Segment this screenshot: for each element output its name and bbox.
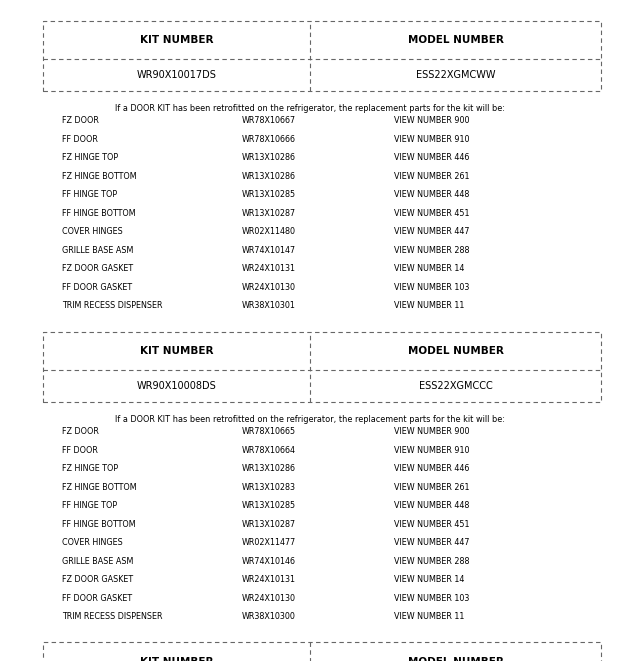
Text: WR24X10131: WR24X10131 — [242, 575, 296, 584]
Text: MODEL NUMBER: MODEL NUMBER — [408, 35, 503, 46]
Text: VIEW NUMBER 261: VIEW NUMBER 261 — [394, 172, 469, 181]
Text: WR38X10301: WR38X10301 — [242, 301, 296, 311]
Bar — [43, 332, 601, 402]
Text: TRIM RECESS DISPENSER: TRIM RECESS DISPENSER — [62, 301, 162, 311]
Text: WR74X10147: WR74X10147 — [242, 246, 296, 255]
Text: GRILLE BASE ASM: GRILLE BASE ASM — [62, 557, 133, 566]
Text: ESS22XGMCCC: ESS22XGMCCC — [419, 381, 492, 391]
Text: TRIM RECESS DISPENSER: TRIM RECESS DISPENSER — [62, 612, 162, 621]
Text: WR78X10667: WR78X10667 — [242, 116, 296, 126]
Text: VIEW NUMBER 448: VIEW NUMBER 448 — [394, 190, 469, 200]
Text: FF DOOR: FF DOOR — [62, 446, 98, 455]
Text: VIEW NUMBER 910: VIEW NUMBER 910 — [394, 135, 469, 144]
Text: WR78X10665: WR78X10665 — [242, 427, 296, 436]
Text: VIEW NUMBER 288: VIEW NUMBER 288 — [394, 246, 469, 255]
Text: VIEW NUMBER 14: VIEW NUMBER 14 — [394, 264, 464, 274]
Text: FZ HINGE BOTTOM: FZ HINGE BOTTOM — [62, 172, 136, 181]
Text: FF HINGE BOTTOM: FF HINGE BOTTOM — [62, 520, 136, 529]
Text: WR90X10017DS: WR90X10017DS — [137, 70, 216, 81]
Text: VIEW NUMBER 103: VIEW NUMBER 103 — [394, 594, 469, 603]
Bar — [43, 21, 601, 91]
Text: VIEW NUMBER 900: VIEW NUMBER 900 — [394, 116, 469, 126]
Text: COVER HINGES: COVER HINGES — [62, 227, 123, 237]
Text: WR13X10286: WR13X10286 — [242, 172, 296, 181]
Text: WR90X10008DS: WR90X10008DS — [137, 381, 216, 391]
Text: WR13X10287: WR13X10287 — [242, 209, 296, 218]
Text: FZ HINGE TOP: FZ HINGE TOP — [62, 464, 118, 473]
Text: WR02X11477: WR02X11477 — [242, 538, 296, 547]
Text: VIEW NUMBER 288: VIEW NUMBER 288 — [394, 557, 469, 566]
Text: MODEL NUMBER: MODEL NUMBER — [408, 346, 503, 356]
Text: KIT NUMBER: KIT NUMBER — [140, 35, 213, 46]
Text: FZ DOOR: FZ DOOR — [62, 427, 99, 436]
Bar — [43, 642, 601, 661]
Text: FZ DOOR GASKET: FZ DOOR GASKET — [62, 575, 133, 584]
Text: VIEW NUMBER 261: VIEW NUMBER 261 — [394, 483, 469, 492]
Text: VIEW NUMBER 446: VIEW NUMBER 446 — [394, 153, 469, 163]
Text: VIEW NUMBER 910: VIEW NUMBER 910 — [394, 446, 469, 455]
Text: FZ HINGE BOTTOM: FZ HINGE BOTTOM — [62, 483, 136, 492]
Text: WR13X10285: WR13X10285 — [242, 501, 296, 510]
Text: FZ DOOR: FZ DOOR — [62, 116, 99, 126]
Text: WR13X10283: WR13X10283 — [242, 483, 296, 492]
Text: WR24X10130: WR24X10130 — [242, 283, 296, 292]
Text: VIEW NUMBER 451: VIEW NUMBER 451 — [394, 520, 469, 529]
Text: FF DOOR GASKET: FF DOOR GASKET — [62, 283, 132, 292]
Text: VIEW NUMBER 448: VIEW NUMBER 448 — [394, 501, 469, 510]
Text: VIEW NUMBER 103: VIEW NUMBER 103 — [394, 283, 469, 292]
Text: KIT NUMBER: KIT NUMBER — [140, 346, 213, 356]
Text: WR74X10146: WR74X10146 — [242, 557, 296, 566]
Text: WR13X10287: WR13X10287 — [242, 520, 296, 529]
Text: GRILLE BASE ASM: GRILLE BASE ASM — [62, 246, 133, 255]
Text: FF HINGE BOTTOM: FF HINGE BOTTOM — [62, 209, 136, 218]
Text: FF DOOR: FF DOOR — [62, 135, 98, 144]
Text: WR24X10131: WR24X10131 — [242, 264, 296, 274]
Text: WR13X10285: WR13X10285 — [242, 190, 296, 200]
Text: WR24X10130: WR24X10130 — [242, 594, 296, 603]
Text: MODEL NUMBER: MODEL NUMBER — [408, 656, 503, 661]
Text: WR13X10286: WR13X10286 — [242, 153, 296, 163]
Text: FZ DOOR GASKET: FZ DOOR GASKET — [62, 264, 133, 274]
Text: VIEW NUMBER 451: VIEW NUMBER 451 — [394, 209, 469, 218]
Text: WR78X10664: WR78X10664 — [242, 446, 296, 455]
Text: VIEW NUMBER 447: VIEW NUMBER 447 — [394, 227, 469, 237]
Text: VIEW NUMBER 11: VIEW NUMBER 11 — [394, 612, 464, 621]
Text: WR38X10300: WR38X10300 — [242, 612, 296, 621]
Text: WR13X10286: WR13X10286 — [242, 464, 296, 473]
Text: WR78X10666: WR78X10666 — [242, 135, 296, 144]
Text: FF HINGE TOP: FF HINGE TOP — [62, 190, 117, 200]
Text: VIEW NUMBER 447: VIEW NUMBER 447 — [394, 538, 469, 547]
Text: VIEW NUMBER 446: VIEW NUMBER 446 — [394, 464, 469, 473]
Text: WR02X11480: WR02X11480 — [242, 227, 296, 237]
Text: VIEW NUMBER 14: VIEW NUMBER 14 — [394, 575, 464, 584]
Text: COVER HINGES: COVER HINGES — [62, 538, 123, 547]
Text: If a DOOR KIT has been retrofitted on the refrigerator, the replacement parts fo: If a DOOR KIT has been retrofitted on th… — [115, 415, 505, 424]
Text: FF DOOR GASKET: FF DOOR GASKET — [62, 594, 132, 603]
Text: KIT NUMBER: KIT NUMBER — [140, 656, 213, 661]
Text: FF HINGE TOP: FF HINGE TOP — [62, 501, 117, 510]
Text: ESS22XGMCWW: ESS22XGMCWW — [416, 70, 495, 81]
Text: VIEW NUMBER 11: VIEW NUMBER 11 — [394, 301, 464, 311]
Text: VIEW NUMBER 900: VIEW NUMBER 900 — [394, 427, 469, 436]
Text: If a DOOR KIT has been retrofitted on the refrigerator, the replacement parts fo: If a DOOR KIT has been retrofitted on th… — [115, 104, 505, 114]
Text: FZ HINGE TOP: FZ HINGE TOP — [62, 153, 118, 163]
